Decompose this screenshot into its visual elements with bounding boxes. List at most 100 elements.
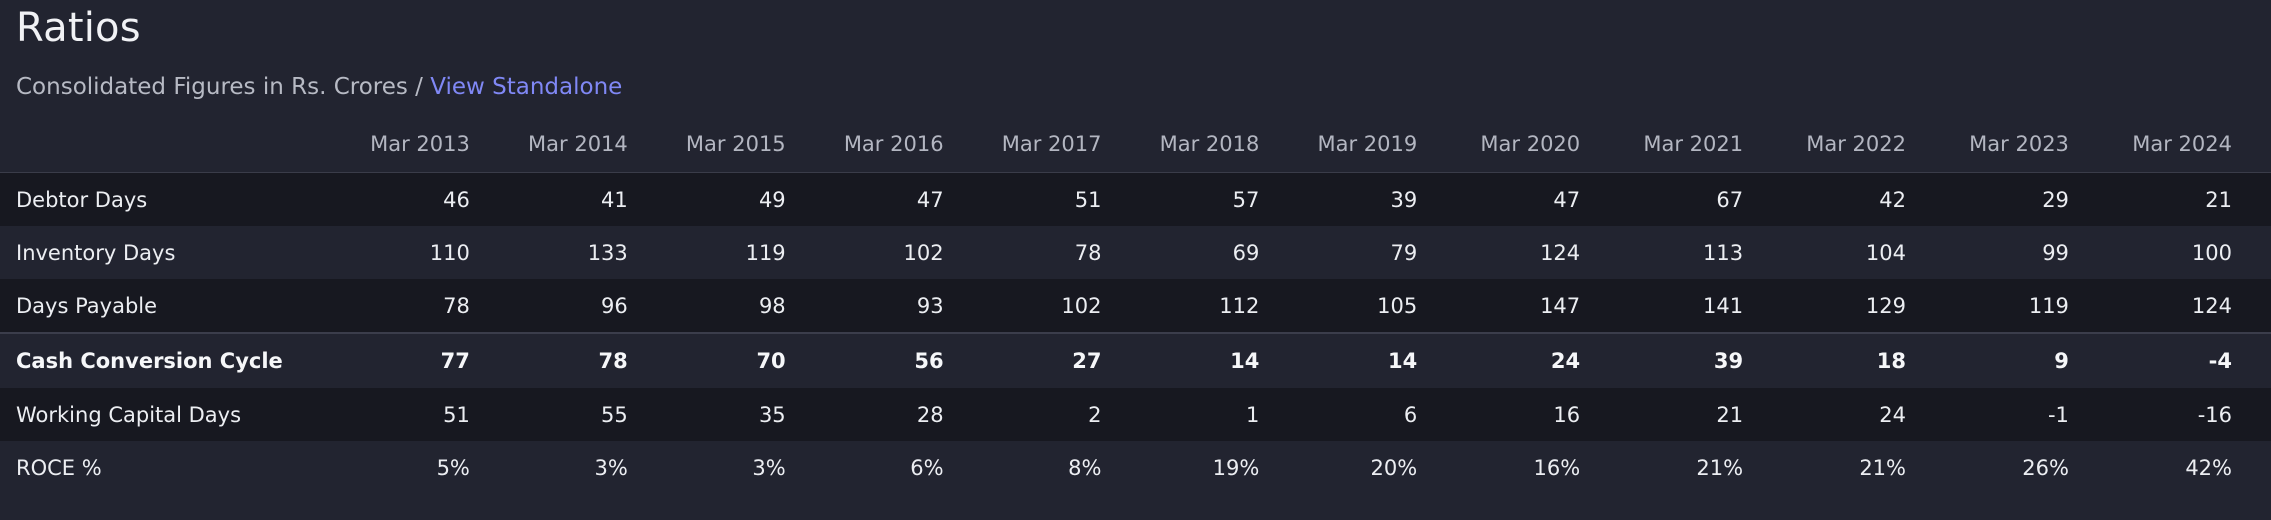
table-cell: 124 [2107,279,2271,333]
table-cell: 14 [1298,332,1457,388]
table-cell: -1 [1945,388,2108,441]
column-header-year: Mar 2022 [1782,116,1945,173]
table-cell: 20% [1298,441,1457,494]
table-cell: 16 [1456,388,1620,441]
table-cell: 56 [824,332,983,388]
table-cell: 133 [508,226,667,279]
table-cell: 3% [666,441,825,494]
column-header-year: Mar 2020 [1456,116,1620,173]
column-header-year: Mar 2014 [508,116,667,173]
table-cell: 26% [1945,441,2108,494]
table-cell: 1 [1140,388,1299,441]
table-row: ROCE % 5% 3% 3% 6% 8% 19% 20% 16% 21% 21% 26% 42% [0,441,2271,494]
table-cell: 9 [1945,332,2108,388]
table-cell: 124 [1456,226,1620,279]
table-cell: 24 [1782,388,1945,441]
corner-header [0,116,351,173]
table-cell: -16 [2107,388,2271,441]
table-cell: 49 [666,172,825,226]
table-cell: 110 [351,226,509,279]
table-header-row: Mar 2013 Mar 2014 Mar 2015 Mar 2016 Mar 2017… [0,116,2271,173]
table-cell: 104 [1782,226,1945,279]
table-cell: 96 [508,279,667,333]
table-cell: 70 [666,332,825,388]
column-header-year: Mar 2023 [1945,116,2108,173]
table-cell: 42% [2107,441,2271,494]
section-subtitle: Consolidated Figures in Rs. Crores / Vie… [16,70,622,104]
table-cell: 78 [982,226,1141,279]
table-cell: 67 [1619,172,1783,226]
table-cell: 79 [1298,226,1457,279]
table-cell: 39 [1619,332,1783,388]
table-cell: 102 [824,226,983,279]
table-row: Inventory Days 110 133 119 102 78 69 79 124 113 10… [0,226,2271,279]
table-cell: 98 [666,279,825,333]
table-cell: 51 [351,388,509,441]
table-cell: 55 [508,388,667,441]
table-cell: 69 [1140,226,1299,279]
table-cell: 39 [1298,172,1457,226]
table-cell: 6% [824,441,983,494]
table-cell: 78 [508,332,667,388]
table-cell: 102 [982,279,1141,333]
table-cell: 105 [1298,279,1457,333]
row-label: Inventory Days [0,226,351,279]
table-body: Debtor Days 46 41 49 47 51 57 39 47 67 42 29 21 Inven… [0,172,2271,494]
table-cell: 27 [982,332,1141,388]
table-cell: 29 [1945,172,2108,226]
row-label: Days Payable [0,279,351,333]
table-cell: 21% [1782,441,1945,494]
table-cell: 19% [1140,441,1299,494]
table-cell: 147 [1456,279,1620,333]
table-cell: 21 [1619,388,1783,441]
section-title: Ratios [16,5,141,51]
ratios-table: Mar 2013 Mar 2014 Mar 2015 Mar 2016 Mar 2017… [0,116,2271,494]
table-cell: -4 [2107,332,2271,388]
table-cell: 78 [351,279,509,333]
table-cell: 47 [1456,172,1620,226]
table-row: Days Payable 78 96 98 93 102 112 105 147 141 129 11… [0,279,2271,333]
table-cell: 99 [1945,226,2108,279]
table-row: Debtor Days 46 41 49 47 51 57 39 47 67 42 29 21 [0,172,2271,226]
table-row: Working Capital Days 51 55 35 28 2 1 6 16 21 24 -1-… [0,388,2271,441]
table-cell: 16% [1456,441,1620,494]
row-label: ROCE % [0,441,351,494]
subtitle-text: Consolidated Figures in Rs. Crores / [16,74,431,100]
table-cell: 21 [2107,172,2271,226]
row-label: Debtor Days [0,172,351,226]
table-cell: 6 [1298,388,1457,441]
table-cell: 2 [982,388,1141,441]
table-cell: 24 [1456,332,1620,388]
table-cell: 3% [508,441,667,494]
column-header-year: Mar 2017 [982,116,1141,173]
column-header-year: Mar 2016 [824,116,983,173]
table-cell: 46 [351,172,509,226]
column-header-year: Mar 2018 [1140,116,1299,173]
table-cell: 119 [666,226,825,279]
table-cell: 8% [982,441,1141,494]
table-cell: 93 [824,279,983,333]
table-cell: 28 [824,388,983,441]
table-cell: 113 [1619,226,1783,279]
column-header-year: Mar 2024 [2107,116,2271,173]
table-cell: 14 [1140,332,1299,388]
table-row: Cash Conversion Cycle 77 78 70 56 27 14 14 24 39 1… [0,332,2271,388]
table-cell: 51 [982,172,1141,226]
table-cell: 141 [1619,279,1783,333]
table-cell: 77 [351,332,509,388]
table-cell: 5% [351,441,509,494]
table-cell: 119 [1945,279,2108,333]
row-label: Working Capital Days [0,388,351,441]
column-header-year: Mar 2021 [1619,116,1783,173]
table-cell: 21% [1619,441,1783,494]
table-cell: 129 [1782,279,1945,333]
column-header-year: Mar 2019 [1298,116,1457,173]
view-standalone-link[interactable]: View Standalone [430,74,623,100]
table-cell: 18 [1782,332,1945,388]
table-cell: 42 [1782,172,1945,226]
column-header-year: Mar 2013 [351,116,509,173]
table-cell: 100 [2107,226,2271,279]
table-cell: 57 [1140,172,1299,226]
row-label: Cash Conversion Cycle [0,332,351,388]
